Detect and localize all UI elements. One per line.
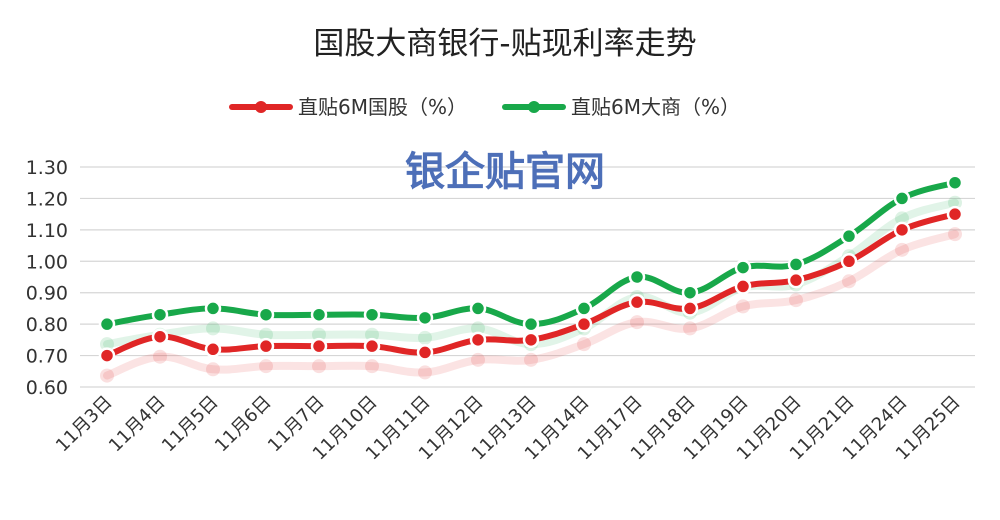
data-point: [946, 174, 964, 191]
series-shadow-point: [100, 337, 114, 352]
data-point: [840, 253, 858, 270]
data-point: [787, 271, 805, 289]
series-shadow-point: [577, 337, 591, 352]
data-point: [522, 315, 540, 333]
data-point: [522, 331, 540, 349]
series-shadow-point: [206, 321, 220, 336]
y-tick-label: 1.20: [26, 188, 68, 210]
series-shadow-point: [471, 352, 485, 367]
data-point: [469, 331, 487, 349]
x-axis: 11月3日11月4日11月5日11月6日11月7日11月10日11月11日11月…: [52, 392, 965, 465]
y-tick-label: 1.10: [26, 220, 68, 242]
data-point: [204, 341, 222, 358]
data-point: [628, 268, 646, 286]
series-shadow-point: [100, 368, 114, 383]
legend-marker: [255, 101, 267, 113]
data-point: [310, 337, 328, 355]
series-line: [104, 179, 958, 328]
data-point: [257, 337, 275, 355]
data-point: [151, 306, 169, 323]
series-shadow-point: [365, 359, 379, 374]
y-tick-label: 1.30: [26, 157, 68, 179]
data-point: [98, 347, 116, 364]
x-tick-label: 11月5日: [158, 392, 223, 457]
data-point: [681, 300, 699, 317]
series-shadow-point: [418, 330, 432, 345]
series-shadow-point: [206, 362, 220, 377]
data-point: [416, 344, 434, 361]
series-shadow-point: [259, 359, 273, 374]
data-point: [416, 309, 434, 327]
data-point: [787, 256, 805, 273]
series-shadow-point: [259, 327, 273, 342]
legend-marker: [528, 101, 540, 113]
y-tick-label: 0.60: [26, 377, 68, 399]
series-shadow-point: [948, 195, 962, 210]
series-shadow-point: [895, 242, 909, 257]
series-shadow-point: [948, 227, 962, 242]
legend-label: 直贴6M大商（%）: [571, 95, 740, 119]
data-point: [469, 300, 487, 317]
data-point: [628, 293, 646, 311]
data-point: [98, 315, 116, 333]
data-point: [575, 315, 593, 333]
legend: 直贴6M国股（%） 直贴6M大商（%）: [229, 95, 740, 119]
data-point: [363, 306, 381, 323]
series-shadow-point: [418, 365, 432, 380]
series-shadow-point: [842, 274, 856, 289]
data-point: [257, 306, 275, 323]
data-point: [840, 227, 858, 245]
series-shadow-point: [524, 352, 538, 367]
series-layer: [98, 174, 964, 383]
series-shadow-point: [153, 349, 167, 364]
data-point: [734, 259, 752, 276]
data-point: [946, 205, 964, 223]
y-tick-label: 1.00: [26, 251, 68, 273]
series-shadow-point: [736, 299, 750, 314]
data-point: [204, 300, 222, 317]
y-axis: 0.60 0.70 0.80 0.90 1.00 1.10 1.20 1.30: [26, 157, 68, 399]
series-shadow-point: [312, 327, 326, 342]
series-shadow-point: [471, 321, 485, 336]
data-point: [681, 284, 699, 301]
series-shadow-point: [683, 321, 697, 336]
x-tick-label: 11月4日: [105, 392, 170, 457]
data-point: [310, 306, 328, 323]
watermark-text: 银企贴官网: [405, 148, 605, 195]
series-shadow-point: [789, 293, 803, 308]
series-shadow-point: [365, 327, 379, 342]
legend-label: 直贴6M国股（%）: [298, 95, 467, 119]
chart-title: 国股大商银行-贴现利率走势: [313, 26, 696, 62]
y-tick-label: 0.80: [26, 314, 68, 336]
series-shadow-point: [895, 211, 909, 226]
x-tick-label: 11月3日: [52, 392, 117, 457]
y-tick-label: 0.90: [26, 283, 68, 305]
series-shadow-point: [312, 359, 326, 374]
data-point: [893, 221, 911, 239]
data-point: [575, 300, 593, 317]
data-point: [151, 328, 169, 345]
series-shadow-point: [630, 315, 644, 330]
x-tick-label: 11月6日: [211, 392, 276, 457]
data-point: [363, 337, 381, 355]
y-tick-label: 0.70: [26, 346, 68, 368]
data-point: [734, 278, 752, 295]
data-point: [893, 190, 911, 207]
series-shadow: [103, 230, 959, 380]
